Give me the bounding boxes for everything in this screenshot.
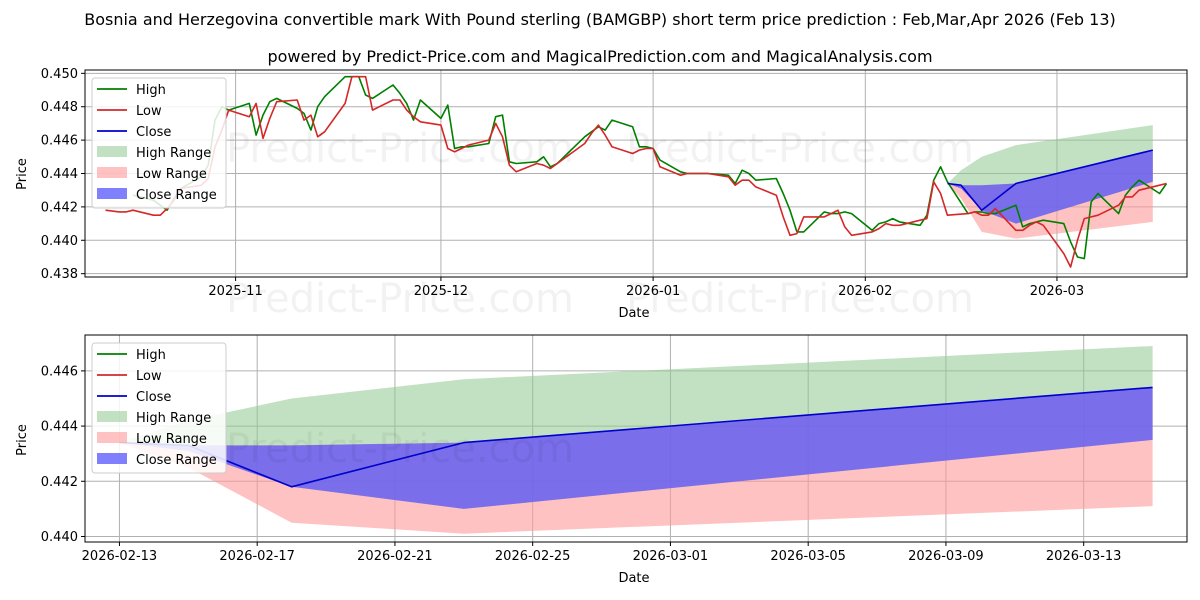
legend-label: High Range bbox=[136, 146, 211, 161]
bottom-legend: High Low Close High Range Low Range Close Ran… bbox=[91, 342, 227, 474]
bottom-x-tick-label: 2026-03-13 bbox=[1046, 549, 1122, 564]
bottom-y-tick-label: 0.446 bbox=[41, 364, 78, 379]
top-x-tick-label: 2025-12 bbox=[414, 284, 468, 299]
legend-swatch-low-range bbox=[97, 432, 127, 443]
legend-label: Low Range bbox=[136, 167, 207, 182]
bottom-x-tick-label: 2026-03-05 bbox=[770, 549, 846, 564]
legend-label: Low bbox=[136, 369, 162, 384]
legend-label: High bbox=[136, 83, 166, 98]
chart-title: Bosnia and Herzegovina convertible mark … bbox=[84, 10, 1116, 29]
bottom-x-tick-label: 2026-02-13 bbox=[82, 549, 158, 564]
top-y-tick-label: 0.446 bbox=[41, 134, 78, 149]
bottom-x-tick-label: 2026-03-01 bbox=[633, 549, 709, 564]
legend-label: Close bbox=[136, 390, 171, 405]
top-legend: High Low Close High Range Low Range Close Ran… bbox=[91, 77, 227, 209]
bottom-y-axis-label: Price bbox=[15, 424, 30, 456]
top-close-forecast-line bbox=[947, 149, 1153, 211]
legend-label: Close Range bbox=[136, 188, 217, 203]
bottom-x-tick-label: 2026-03-09 bbox=[908, 549, 984, 564]
top-y-axis-label: Price bbox=[15, 158, 30, 190]
top-y-tick-label: 0.450 bbox=[41, 67, 78, 82]
watermark-top-2: Predict-Price.com bbox=[626, 126, 974, 172]
chart-subtitle: powered by Predict-Price.com and Magical… bbox=[267, 47, 932, 66]
bottom-panel: Predict-Price.com 2026-02-13 2026-02-17 20… bbox=[15, 334, 1188, 586]
legend-swatch-close-range bbox=[97, 453, 127, 464]
watermark-top-1: Predict-Price.com bbox=[226, 126, 574, 172]
top-y-tick-label: 0.448 bbox=[41, 100, 78, 115]
watermark-top-4: Predict-Price.com bbox=[626, 276, 974, 322]
legend-label: Close bbox=[136, 125, 171, 140]
top-x-tick-label: 2026-03 bbox=[1030, 284, 1084, 299]
top-y-tick-label: 0.442 bbox=[41, 200, 78, 215]
legend-swatch-low-range bbox=[97, 167, 127, 178]
top-y-tick-label: 0.440 bbox=[41, 234, 78, 249]
top-y-tick-label: 0.444 bbox=[41, 167, 78, 182]
top-close-range-band bbox=[947, 150, 1153, 224]
bottom-y-tick-label: 0.440 bbox=[41, 530, 78, 545]
legend-label: Low Range bbox=[136, 432, 207, 447]
bottom-x-tick-label: 2026-02-25 bbox=[495, 549, 571, 564]
legend-label: High bbox=[136, 348, 166, 363]
top-low-series-line bbox=[105, 75, 1167, 268]
top-x-tick-label: 2026-01 bbox=[626, 284, 680, 299]
legend-label: High Range bbox=[136, 411, 211, 426]
top-y-tick-label: 0.438 bbox=[41, 267, 78, 282]
top-x-tick-label: 2025-11 bbox=[208, 284, 262, 299]
top-panel: Predict-Price.com Predict-Price.com Pred… bbox=[15, 67, 1188, 322]
legend-label: Close Range bbox=[136, 453, 217, 468]
bottom-close-range-band bbox=[119, 387, 1153, 509]
legend-swatch-high-range bbox=[97, 411, 127, 422]
bottom-x-axis-label: Date bbox=[618, 571, 649, 586]
bottom-y-tick-label: 0.444 bbox=[41, 420, 78, 435]
legend-label: Low bbox=[136, 104, 162, 119]
legend-swatch-high-range bbox=[97, 146, 127, 157]
legend-swatch-close-range bbox=[97, 188, 127, 199]
bottom-x-tick-label: 2026-02-21 bbox=[357, 549, 433, 564]
bottom-x-tick-label: 2026-02-17 bbox=[219, 549, 295, 564]
top-x-axis-label: Date bbox=[618, 306, 649, 321]
bottom-y-tick-label: 0.442 bbox=[41, 475, 78, 490]
top-x-tick-label: 2026-02 bbox=[838, 284, 892, 299]
watermark-bottom: Predict-Price.com bbox=[226, 426, 574, 472]
watermark-top-3: Predict-Price.com bbox=[226, 276, 574, 322]
